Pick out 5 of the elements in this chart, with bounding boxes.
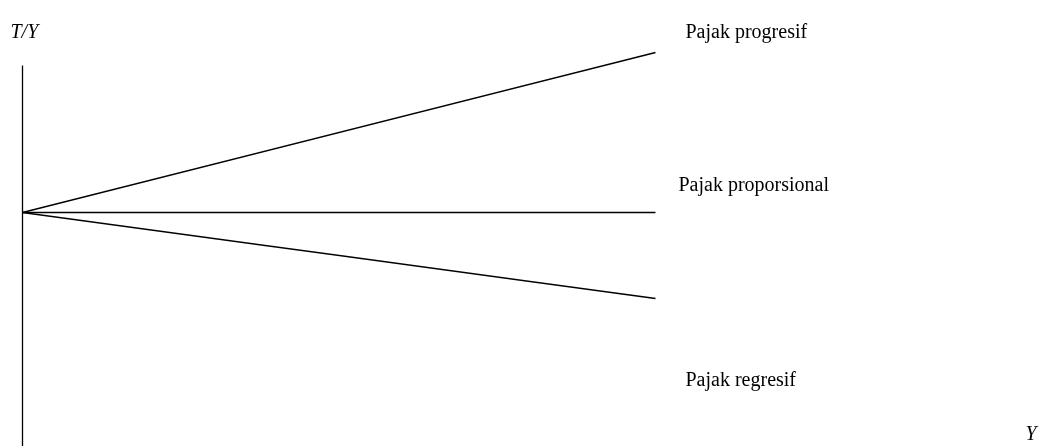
text: Y (1025, 421, 1039, 444)
y-axis-title: T/Y (10, 19, 41, 42)
series-label: Pajak progresif (685, 19, 808, 43)
text: Pajak regresif (685, 367, 797, 391)
series-label: Pajak proporsional (678, 173, 830, 197)
